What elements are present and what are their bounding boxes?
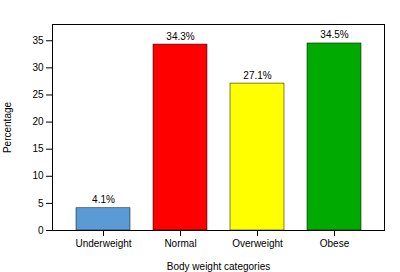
- svg-text:Obese: Obese: [320, 238, 350, 249]
- svg-text:25: 25: [32, 89, 44, 100]
- svg-text:Underweight: Underweight: [75, 238, 131, 249]
- svg-text:34.5%: 34.5%: [320, 29, 348, 40]
- svg-text:Normal: Normal: [164, 238, 196, 249]
- svg-text:5: 5: [38, 198, 44, 209]
- svg-text:Overweight: Overweight: [232, 238, 283, 249]
- svg-text:20: 20: [32, 116, 44, 127]
- svg-text:0: 0: [38, 225, 44, 236]
- svg-text:Body weight categories: Body weight categories: [167, 261, 270, 272]
- svg-text:10: 10: [32, 170, 44, 181]
- svg-text:4.1%: 4.1%: [92, 194, 115, 205]
- svg-text:34.3%: 34.3%: [166, 31, 194, 42]
- svg-text:15: 15: [32, 143, 44, 154]
- svg-text:27.1%: 27.1%: [243, 70, 271, 81]
- svg-text:35: 35: [32, 35, 44, 46]
- svg-text:30: 30: [32, 62, 44, 73]
- svg-text:Percentage: Percentage: [2, 101, 13, 153]
